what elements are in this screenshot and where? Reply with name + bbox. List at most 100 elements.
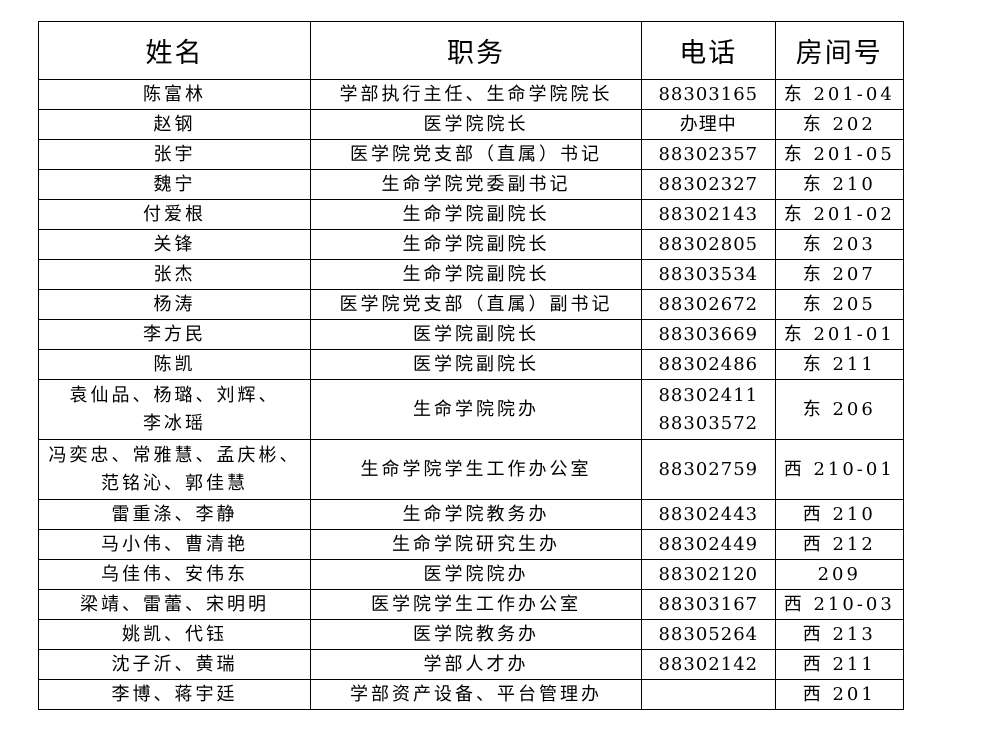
- phone-line: 办理中: [679, 113, 737, 135]
- room-cell: 东 203: [774, 229, 905, 260]
- table-row: 关锋 生命学院副院长 88302805 东 203: [38, 229, 905, 260]
- role-cell: 生命学院副院长: [309, 229, 643, 260]
- room-text: 东 207: [802, 263, 876, 285]
- role-cell: 医学院党支部（直属）书记: [309, 139, 643, 170]
- role-cell: 学部资产设备、平台管理办: [309, 679, 643, 710]
- table-row: 陈富林 学部执行主任、生命学院院长 88303165 东 201-04: [38, 79, 905, 110]
- name-line: 乌佳伟、安伟东: [100, 563, 248, 585]
- header-name: 姓名: [38, 21, 311, 80]
- role-text: 学部执行主任、生命学院院长: [339, 83, 613, 105]
- phone-cell: 88302486: [641, 349, 776, 380]
- phone-line: 88303165: [658, 83, 759, 105]
- contact-table: 姓名 职务 电话 房间号 陈富林 学部执行主任、生命学院院长 88303165 东 2…: [38, 21, 905, 710]
- room-text: 东 201-05: [783, 143, 895, 165]
- room-text: 东 201-02: [783, 203, 895, 225]
- room-cell: 东 201-04: [774, 79, 905, 110]
- name-line: 陈凯: [153, 353, 196, 375]
- name-line: 范铭沁、郭佳慧: [100, 472, 248, 494]
- phone-line: 88303167: [658, 593, 759, 615]
- room-text: 西 201: [802, 683, 876, 705]
- room-cell: 东 210: [774, 169, 905, 200]
- room-text: 西 212: [802, 533, 876, 555]
- name-line: 李方民: [142, 323, 206, 345]
- table-row: 李方民 医学院副院长 88303669 东 201-01: [38, 319, 905, 350]
- role-cell: 医学院学生工作办公室: [309, 589, 643, 620]
- room-cell: 西 210-01: [774, 439, 905, 500]
- phone-cell: 88302357: [641, 139, 776, 170]
- name-line: 雷重涤、李静: [111, 503, 238, 525]
- phone-line: 88302327: [658, 173, 759, 195]
- room-text: 东 201-04: [783, 83, 895, 105]
- phone-cell: 88302805: [641, 229, 776, 260]
- role-cell: 学部人才办: [309, 649, 643, 680]
- table-row: 赵钢 医学院院长 办理中 东 202: [38, 109, 905, 140]
- table-row: 梁靖、雷蕾、宋明明 医学院学生工作办公室 88303167 西 210-03: [38, 589, 905, 620]
- name-cell: 付爱根: [38, 199, 311, 230]
- name-cell: 雷重涤、李静: [38, 499, 311, 530]
- table-row: 乌佳伟、安伟东 医学院院办 88302120 209: [38, 559, 905, 590]
- room-cell: 东 206: [774, 379, 905, 440]
- phone-cell: 88305264: [641, 619, 776, 650]
- name-line: 关锋: [153, 233, 196, 255]
- name-cell: 姚凯、代钰: [38, 619, 311, 650]
- phone-line: 88305264: [658, 623, 759, 645]
- table-row: 付爱根 生命学院副院长 88302143 东 201-02: [38, 199, 905, 230]
- name-line: 姚凯、代钰: [121, 623, 227, 645]
- role-text: 医学院副院长: [413, 323, 539, 345]
- phone-line: 88303534: [658, 263, 759, 285]
- room-cell: 西 210: [774, 499, 905, 530]
- role-text: 生命学院教务办: [402, 503, 550, 525]
- name-cell: 魏宁: [38, 169, 311, 200]
- name-cell: 李博、蒋宇廷: [38, 679, 311, 710]
- room-text: 东 210: [802, 173, 876, 195]
- name-line: 冯奕忠、常雅慧、孟庆彬、: [48, 444, 301, 466]
- phone-line: 88302672: [658, 293, 759, 315]
- name-cell: 袁仙品、杨璐、刘辉、 李冰瑶: [38, 379, 311, 440]
- phone-cell: 88302411 88303572: [641, 379, 776, 440]
- phone-line: 88302411: [658, 384, 759, 406]
- name-line: 沈子沂、黄瑞: [111, 653, 238, 675]
- name-cell: 张宇: [38, 139, 311, 170]
- role-cell: 学部执行主任、生命学院院长: [309, 79, 643, 110]
- table-row: 袁仙品、杨璐、刘辉、 李冰瑶 生命学院院办 88302411 88303572 东 206: [38, 379, 905, 440]
- room-text: 西 210: [802, 503, 876, 525]
- room-cell: 东 201-01: [774, 319, 905, 350]
- room-cell: 西 212: [774, 529, 905, 560]
- role-cell: 生命学院党委副书记: [309, 169, 643, 200]
- name-cell: 张杰: [38, 259, 311, 290]
- room-text: 东 205: [802, 293, 876, 315]
- table-row: 冯奕忠、常雅慧、孟庆彬、 范铭沁、郭佳慧 生命学院学生工作办公室 88302759 西 …: [38, 439, 905, 500]
- table-row: 杨涛 医学院党支部（直属）副书记 88302672 东 205: [38, 289, 905, 320]
- role-text: 学部人才办: [423, 653, 529, 675]
- table-row: 魏宁 生命学院党委副书记 88302327 东 210: [38, 169, 905, 200]
- phone-line: 88303572: [658, 412, 759, 434]
- name-cell: 陈富林: [38, 79, 311, 110]
- header-phone: 电话: [641, 21, 776, 80]
- name-cell: 沈子沂、黄瑞: [38, 649, 311, 680]
- name-line: 张宇: [153, 143, 196, 165]
- room-text: 西 211: [802, 653, 876, 675]
- phone-cell: 88303167: [641, 589, 776, 620]
- role-text: 医学院院办: [423, 563, 529, 585]
- room-cell: 东 211: [774, 349, 905, 380]
- name-cell: 赵钢: [38, 109, 311, 140]
- role-text: 医学院党支部（直属）书记: [350, 143, 602, 165]
- phone-cell: 88302759: [641, 439, 776, 500]
- name-cell: 陈凯: [38, 349, 311, 380]
- name-cell: 李方民: [38, 319, 311, 350]
- phone-cell: [641, 679, 776, 710]
- header-row: 姓名 职务 电话 房间号: [38, 21, 905, 80]
- name-line: 李冰瑶: [142, 412, 206, 434]
- room-cell: 西 211: [774, 649, 905, 680]
- phone-cell: 88302327: [641, 169, 776, 200]
- table-row: 姚凯、代钰 医学院教务办 88305264 西 213: [38, 619, 905, 650]
- role-text: 生命学院院办: [413, 398, 539, 420]
- role-cell: 医学院院办: [309, 559, 643, 590]
- role-cell: 医学院副院长: [309, 319, 643, 350]
- name-cell: 冯奕忠、常雅慧、孟庆彬、 范铭沁、郭佳慧: [38, 439, 311, 500]
- phone-line: 88302486: [658, 353, 759, 375]
- room-text: 西 210-03: [783, 593, 895, 615]
- role-text: 医学院党支部（直属）副书记: [339, 293, 613, 315]
- name-cell: 关锋: [38, 229, 311, 260]
- room-cell: 东 201-05: [774, 139, 905, 170]
